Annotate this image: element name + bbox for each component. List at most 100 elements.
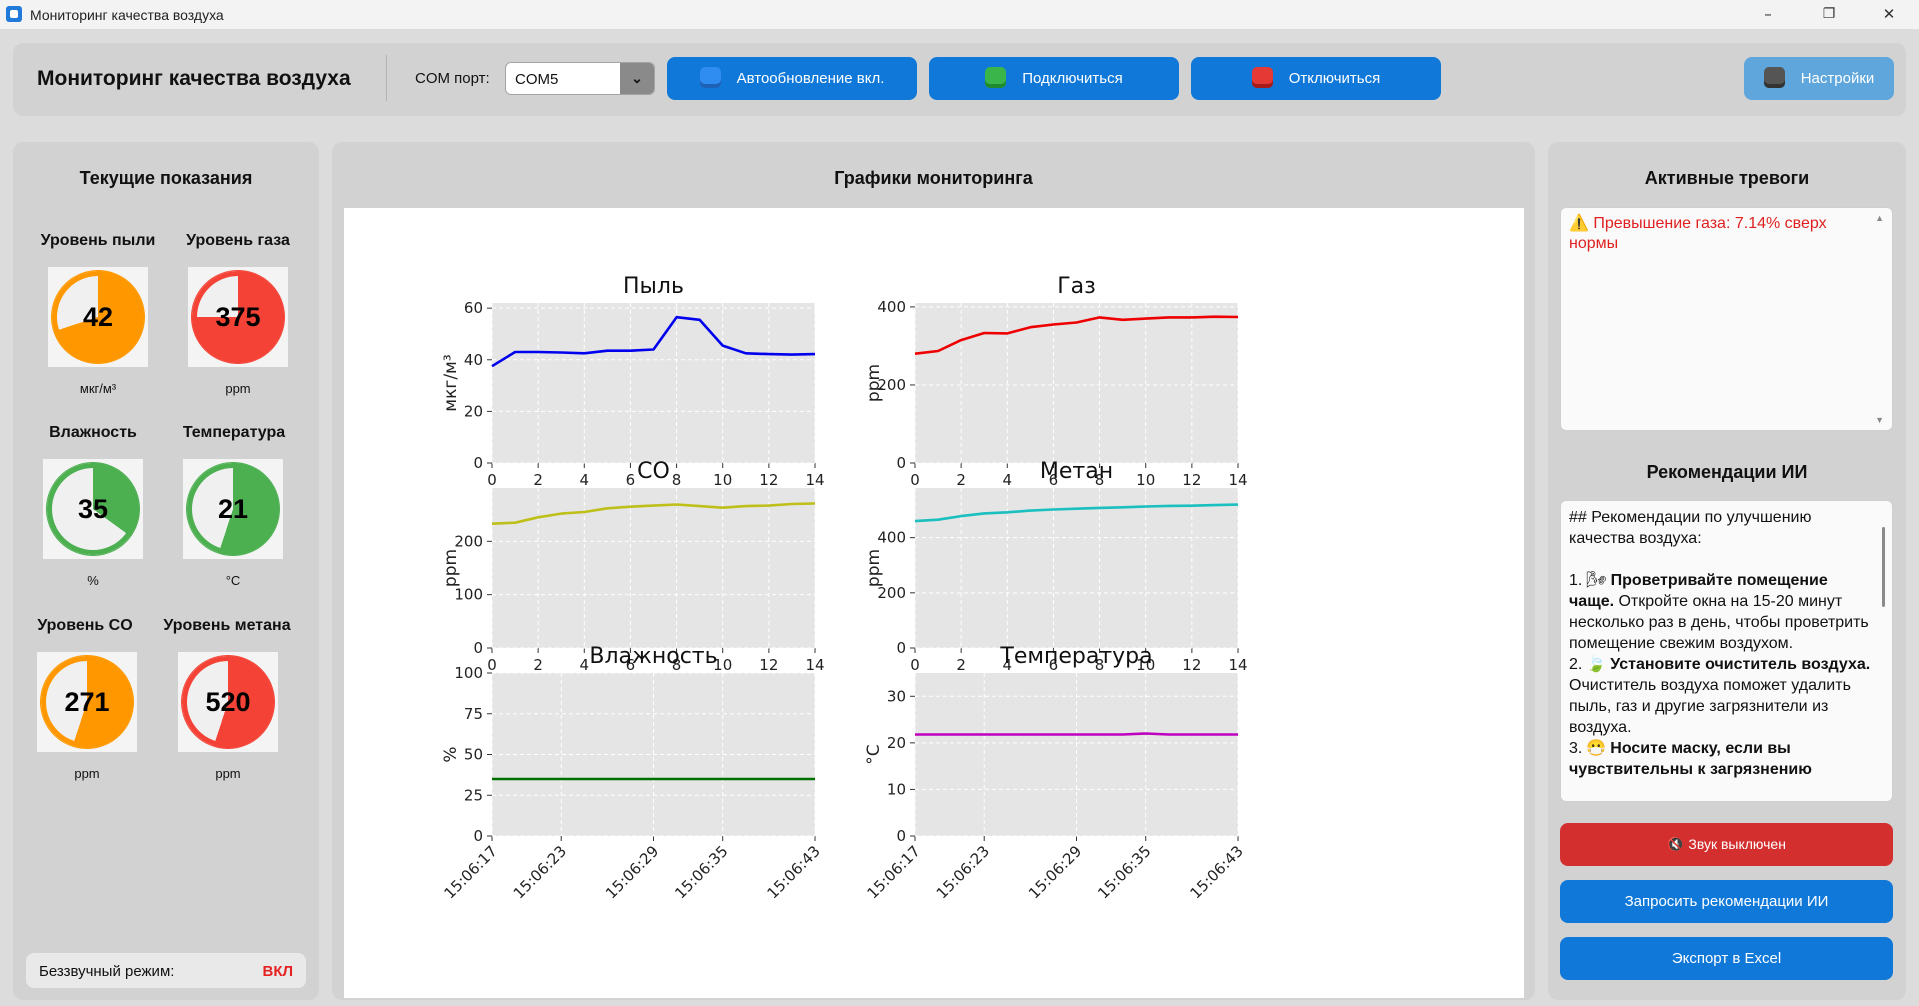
ai-item-icon: 🍃 — [1586, 656, 1607, 673]
gauge-ring — [192, 271, 284, 363]
silent-mode-label: Беззвучный режим: — [39, 963, 175, 980]
export-excel-button[interactable]: Экспорт в Excel — [1560, 937, 1893, 980]
chevron-down-icon[interactable]: ⌄ — [620, 63, 654, 94]
settings-button[interactable]: Настройки — [1744, 57, 1894, 100]
auto-update-button[interactable]: Автообновление вкл. — [667, 57, 917, 100]
alerts-box[interactable]: ⚠️ Превышение газа: 7.14% сверх нормы ▲ … — [1560, 207, 1893, 431]
y-tick-label: 25 — [464, 786, 483, 804]
gauge: 42 — [48, 267, 148, 367]
y-axis-label: ppm — [864, 364, 884, 402]
y-tick-label: 20 — [887, 734, 906, 752]
gauge-unit: % — [87, 573, 99, 588]
y-tick-label: 200 — [877, 584, 906, 602]
series-line — [914, 315, 1239, 355]
gauge-label: Уровень метана — [163, 617, 291, 634]
y-tick-label: 0 — [896, 827, 906, 845]
ai-item-title: Установите очиститель воздуха. — [1610, 656, 1871, 673]
x-tick-label: 15:06:23 — [933, 842, 993, 902]
ai-scrollbar[interactable] — [1882, 527, 1885, 607]
ai-item-text: Откройте окна на 15-20 минут несколько р… — [1569, 593, 1869, 652]
gauge-ring — [41, 656, 133, 748]
gauge: 21 — [183, 459, 283, 559]
x-tick-label: 8 — [1095, 656, 1105, 674]
silent-mode-value: ВКЛ — [262, 963, 293, 980]
auto-update-label: Автообновление вкл. — [736, 70, 885, 87]
x-tick-label: 15:06:43 — [1186, 842, 1246, 902]
y-tick-label: 200 — [877, 376, 906, 394]
series-line — [914, 503, 1239, 523]
chart-title: Пыль — [623, 274, 684, 299]
gauge-unit: °C — [225, 573, 241, 588]
x-tick-label: 14 — [805, 471, 824, 489]
window-title: Мониторинг качества воздуха — [30, 7, 224, 23]
com-port-value: COM5 — [515, 71, 559, 88]
y-axis-label: % — [441, 746, 461, 762]
y-tick-label: 10 — [887, 780, 906, 798]
x-tick-label: 10 — [713, 471, 732, 489]
gauge-value: 520 — [205, 687, 251, 717]
disconnect-button[interactable]: Отключиться — [1191, 57, 1441, 100]
y-axis-label: ppm — [864, 549, 884, 587]
gauge-label: Влажность — [49, 424, 137, 441]
x-tick-label: 15:06:35 — [1094, 842, 1154, 902]
sound-toggle-button[interactable]: 🔇 Звук выключен — [1560, 823, 1893, 866]
y-tick-label: 0 — [473, 827, 483, 845]
x-tick-label: 2 — [533, 471, 543, 489]
close-button[interactable]: ✕ — [1882, 5, 1896, 23]
blue-lamp-icon — [699, 67, 721, 88]
ai-item-text: Очиститель воздуха поможет удалить пыль,… — [1569, 677, 1851, 736]
chart-title: Влажность — [589, 644, 717, 669]
ai-recommendation-item: 2. 🍃 Установите очиститель воздуха. Очисти… — [1569, 654, 1874, 738]
ai-item-title: Носите маску, если вы чувствительны к за… — [1569, 740, 1812, 778]
connect-label: Подключиться — [1022, 70, 1123, 87]
x-tick-label: 12 — [759, 656, 778, 674]
y-axis-label: °C — [864, 744, 884, 764]
scroll-up-icon[interactable]: ▲ — [1875, 213, 1884, 223]
x-tick-label: 4 — [580, 471, 590, 489]
ai-recommendation-item: 1. 🌬 Проветривайте помещение чаще. Откройт… — [1569, 570, 1874, 654]
y-tick-label: 20 — [464, 402, 483, 420]
series-line — [491, 502, 816, 525]
x-tick-label: 14 — [1228, 471, 1247, 489]
com-port-select[interactable]: COM5 ⌄ — [505, 62, 655, 95]
x-tick-label: 6 — [1049, 656, 1059, 674]
silent-mode-toggle[interactable]: Беззвучный режим: ВКЛ — [26, 953, 306, 988]
green-lamp-icon — [985, 67, 1007, 88]
ai-recommendations-box[interactable]: ## Рекомендации по улучшению качества во… — [1560, 500, 1893, 802]
connect-button[interactable]: Подключиться — [929, 57, 1179, 100]
x-tick-label: 2 — [533, 656, 543, 674]
x-tick-label: 4 — [1003, 471, 1013, 489]
x-tick-label: 0 — [910, 471, 920, 489]
x-tick-label: 8 — [672, 471, 682, 489]
maximize-button[interactable]: ❐ — [1822, 6, 1836, 22]
gauge-ring — [52, 271, 144, 363]
y-tick-label: 200 — [454, 532, 483, 550]
y-tick-label: 0 — [473, 639, 483, 657]
gauge-label: Уровень CO — [37, 617, 133, 634]
x-tick-label: 15:06:17 — [863, 842, 923, 902]
x-tick-label: 10 — [1136, 471, 1155, 489]
request-ai-button[interactable]: Запросить рекомендации ИИ — [1560, 880, 1893, 923]
scroll-down-icon[interactable]: ▼ — [1875, 415, 1884, 425]
ai-recommendations-text: ## Рекомендации по улучшению качества во… — [1569, 507, 1874, 780]
ai-item-number: 1. — [1569, 572, 1583, 589]
gauge-value: 35 — [77, 494, 109, 524]
minimize-button[interactable]: – — [1764, 5, 1772, 23]
y-tick-label: 30 — [887, 687, 906, 705]
x-tick-label: 12 — [1182, 656, 1201, 674]
charts-canvas: 0 2 4 6 8 10 12 14 0 20 40 60 Пыль мкг/м³ 0 2 4 6 8 10 12 14 0… — [344, 208, 1524, 998]
x-tick-label: 12 — [1182, 471, 1201, 489]
gauge: 35 — [43, 459, 143, 559]
chart-title: Метан — [1040, 459, 1113, 484]
x-tick-label: 8 — [1095, 471, 1105, 489]
y-tick-label: 0 — [473, 454, 483, 472]
x-tick-label: 0 — [487, 471, 497, 489]
y-tick-label: 60 — [464, 299, 483, 317]
gear-icon — [1763, 67, 1785, 88]
ai-item-title: Проветривайте помещение чаще. — [1569, 572, 1828, 610]
gauge-label: Температура — [182, 424, 286, 441]
x-tick-label: 6 — [1049, 471, 1059, 489]
ai-item-icon: 😷 — [1586, 740, 1607, 757]
x-tick-label: 14 — [805, 656, 824, 674]
